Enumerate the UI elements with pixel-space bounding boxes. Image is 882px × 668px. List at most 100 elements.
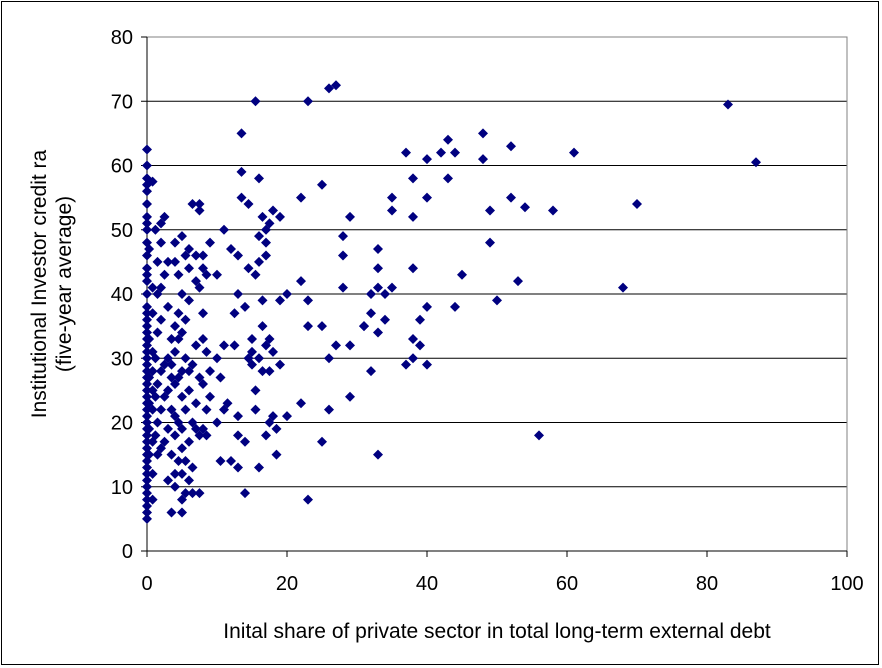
data-point [373, 449, 383, 460]
data-point [324, 404, 334, 415]
data-point [723, 99, 733, 110]
data-point [219, 340, 229, 351]
data-point [163, 256, 173, 267]
data-point [198, 250, 208, 261]
data-point [303, 295, 313, 306]
data-point [142, 468, 152, 479]
data-point [147, 404, 158, 415]
data-point [303, 321, 313, 332]
data-point [240, 488, 250, 499]
data-point [282, 289, 292, 299]
data-point [198, 378, 208, 389]
y-axis-title-line2: (five-year average) [53, 196, 76, 372]
data-point [180, 314, 191, 325]
data-point [150, 224, 161, 235]
data-point [422, 154, 432, 165]
data-point [506, 192, 516, 203]
data-point [142, 385, 152, 396]
data-point [194, 282, 205, 293]
data-point [142, 488, 152, 499]
data-point [177, 289, 187, 299]
data-point [163, 385, 173, 396]
data-point [226, 456, 236, 467]
data-point [250, 385, 261, 396]
data-point [142, 211, 152, 222]
x-axis-title: Inital share of private sector in total … [223, 620, 771, 643]
data-point [173, 456, 184, 467]
data-point [142, 314, 152, 325]
data-point [366, 308, 376, 319]
data-point [212, 417, 222, 428]
data-point [632, 199, 642, 210]
data-point [156, 237, 166, 248]
data-point [485, 237, 495, 248]
data-point [254, 462, 264, 473]
data-point [240, 436, 250, 447]
data-point [184, 475, 194, 486]
data-point [170, 346, 180, 357]
y-axis-title-line1: Institutional Investor credit ra [28, 149, 51, 418]
data-point [345, 211, 355, 222]
data-point [408, 211, 418, 222]
data-point [142, 507, 152, 518]
data-point [166, 449, 177, 460]
data-point [229, 340, 240, 351]
data-point [177, 507, 187, 518]
x-tick-label-80: 80 [696, 573, 718, 595]
data-point [177, 423, 187, 434]
data-point [184, 263, 194, 274]
data-point [142, 308, 152, 319]
x-tick-label-60: 60 [556, 573, 578, 595]
data-point [331, 340, 341, 351]
data-point [142, 462, 152, 473]
data-point [513, 276, 523, 287]
data-point [296, 192, 306, 203]
data-point [177, 231, 187, 242]
data-point [194, 205, 205, 216]
data-point [150, 353, 161, 364]
data-point [184, 244, 194, 255]
data-point [275, 295, 285, 306]
data-point [408, 333, 418, 344]
data-point [177, 391, 187, 402]
data-point [282, 411, 292, 422]
data-point [198, 333, 208, 344]
data-point [373, 263, 383, 274]
data-point [338, 282, 348, 293]
data-point [618, 282, 628, 293]
data-point [247, 359, 257, 370]
data-point [142, 353, 152, 364]
data-point [187, 359, 198, 370]
data-point [142, 160, 152, 171]
data-point [142, 436, 152, 447]
y-tick-label-70: 70 [111, 91, 133, 113]
data-point [373, 282, 383, 293]
data-point [184, 295, 194, 306]
data-point [264, 218, 275, 229]
data-point [144, 333, 155, 344]
data-point [201, 430, 212, 441]
data-point [751, 157, 761, 168]
data-point [236, 166, 247, 177]
data-point [144, 244, 155, 255]
data-point [170, 256, 180, 267]
data-point [415, 340, 425, 351]
data-point [415, 314, 425, 325]
data-point [268, 411, 278, 422]
data-point [359, 321, 369, 332]
data-point [142, 263, 152, 274]
y-tick-label-50: 50 [111, 220, 133, 242]
data-point [520, 202, 530, 213]
data-point [215, 372, 226, 383]
data-point [317, 179, 327, 190]
data-point [170, 481, 180, 492]
data-point [506, 141, 516, 152]
data-point [233, 462, 243, 473]
data-point [180, 353, 191, 364]
x-tick-label-100: 100 [830, 573, 863, 595]
data-point [387, 282, 397, 293]
data-point [177, 327, 187, 338]
data-point [152, 256, 163, 267]
data-point [229, 308, 240, 319]
